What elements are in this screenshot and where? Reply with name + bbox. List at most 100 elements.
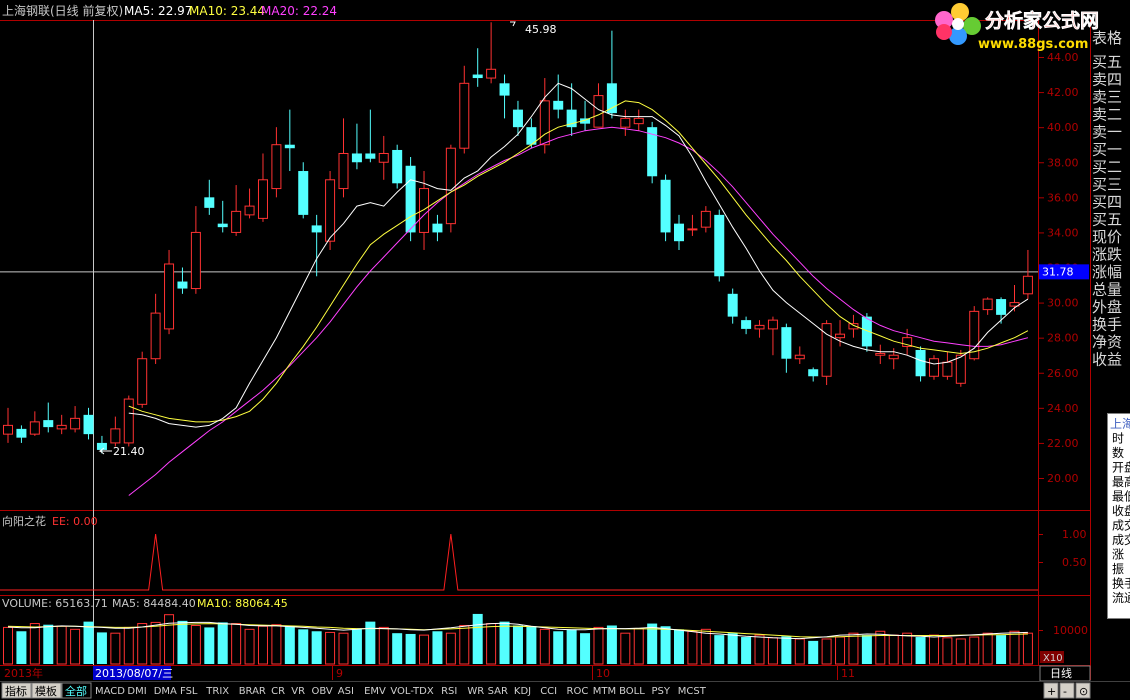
volume-ma5: MA5: 84484.40: [112, 597, 196, 610]
volume-bar: [794, 638, 805, 665]
candle: [781, 323, 792, 373]
candle: [942, 351, 953, 380]
candle: [606, 30, 617, 119]
candle: [727, 288, 738, 324]
tab-indicator[interactable]: [1, 682, 32, 699]
month-nov: 11: [841, 667, 855, 680]
indicator-tab[interactable]: MCST: [678, 686, 707, 697]
volume-bar: [137, 623, 148, 665]
zoom-out-button[interactable]: [1059, 682, 1075, 699]
indicator-tab[interactable]: BOLL: [619, 686, 645, 697]
indicator-tab[interactable]: VOL-TDX: [390, 686, 433, 697]
volume-value: VOLUME: 65163.71: [2, 597, 108, 610]
candle: [660, 174, 671, 242]
zoom-in-button[interactable]: [1043, 682, 1059, 699]
candle: [298, 162, 309, 219]
indicator-tab[interactable]: ROC: [567, 686, 589, 697]
volume-bar: [445, 632, 456, 665]
price-tick-label: 22.00: [1047, 437, 1079, 450]
indicator-tab[interactable]: MTM: [593, 686, 616, 697]
side-label: 买一: [1092, 141, 1122, 159]
indicator-tab[interactable]: CCI: [540, 686, 557, 697]
month-sep: 9: [336, 667, 343, 680]
tab-template[interactable]: [31, 682, 62, 699]
price-tick-label: 40.00: [1047, 121, 1079, 134]
cursor-date-box: [93, 666, 171, 680]
volume-bar: [43, 624, 54, 664]
volume-bar: [150, 621, 161, 665]
volume-bar: [499, 621, 510, 664]
candle: [378, 135, 389, 180]
volume-bar: [190, 624, 201, 665]
moving-average-lines: [128, 82, 1029, 496]
side-label: 买二: [1092, 158, 1122, 176]
candle: [848, 314, 859, 338]
candle: [593, 83, 604, 128]
volume-bar: [244, 628, 255, 665]
ma10-line: [128, 100, 1029, 423]
indicator-tab[interactable]: OBV: [312, 686, 333, 697]
volume-bar: [875, 630, 886, 665]
indicator-tab[interactable]: RSI: [441, 686, 457, 697]
site-logo: 分析家公式网 www.88gs.com: [935, 3, 1099, 52]
indicator-tab[interactable]: PSY: [652, 686, 671, 697]
indicator-axis-1: 1.00: [1062, 528, 1087, 541]
candle: [271, 127, 282, 198]
volume-bar: [969, 636, 980, 665]
indicator-tab[interactable]: VR: [291, 686, 305, 697]
candle: [700, 206, 711, 233]
candle: [150, 293, 161, 364]
candle: [982, 297, 993, 315]
volume-bar: [16, 631, 27, 664]
volume-bar: [3, 626, 13, 665]
volume-bar: [459, 624, 470, 665]
candle: [512, 100, 523, 136]
indicator-tab[interactable]: DMA: [154, 686, 177, 697]
stock-title: 上海钢联(日线 前复权): [2, 3, 123, 18]
indicator-tab[interactable]: TRIX: [205, 686, 229, 697]
side-label: 涨幅: [1092, 263, 1122, 281]
candle: [821, 320, 832, 386]
indicator-tab[interactable]: MACD: [95, 686, 125, 697]
candle: [3, 407, 13, 443]
info-panel: 上海时数开盘最高最低收盘成交成交涨振换手流通: [1107, 413, 1130, 619]
side-label: 卖三: [1092, 88, 1122, 106]
candle: [110, 416, 121, 447]
indicator-tab[interactable]: DMI: [127, 686, 146, 697]
indicator-tab[interactable]: BRAR: [239, 686, 266, 697]
volume-bar: [928, 634, 939, 665]
indicator-tab[interactable]: WR: [467, 686, 484, 697]
price-tick-label: 30.00: [1047, 297, 1079, 310]
candle: [16, 425, 27, 443]
volume-bar: [767, 637, 778, 665]
ma20-line: [128, 126, 1029, 496]
indicator-tab[interactable]: ASI: [338, 686, 354, 697]
current-price-label: 31.78: [1042, 265, 1074, 278]
volume-bar: [580, 633, 591, 664]
volume-bar: [217, 622, 228, 664]
volume-bar: [620, 632, 631, 665]
tab-label: 模板: [35, 684, 57, 698]
reset-button[interactable]: [1075, 682, 1091, 699]
button-label: ⊙: [1079, 685, 1088, 698]
ma20-legend: MA20: 22.24: [261, 4, 337, 18]
info-panel-row: 上海: [1110, 416, 1130, 431]
button-label: -: [1063, 685, 1067, 698]
indicator-tab[interactable]: SAR: [488, 686, 508, 697]
indicator-tab[interactable]: EMV: [364, 686, 386, 697]
candle: [754, 320, 765, 338]
side-label: 涨跌: [1092, 246, 1122, 264]
volume-bar: [164, 614, 175, 665]
volume-bar: [674, 629, 684, 664]
candle: [875, 344, 886, 364]
volume-bar: [123, 626, 134, 665]
period-label: 日线: [1050, 666, 1072, 680]
indicator-tab[interactable]: KDJ: [514, 686, 531, 697]
tab-all[interactable]: [61, 682, 92, 699]
indicator-tab[interactable]: CR: [271, 686, 285, 697]
volume-bar: [835, 636, 846, 665]
candle: [808, 367, 819, 382]
indicator-tab[interactable]: FSL: [180, 686, 198, 697]
